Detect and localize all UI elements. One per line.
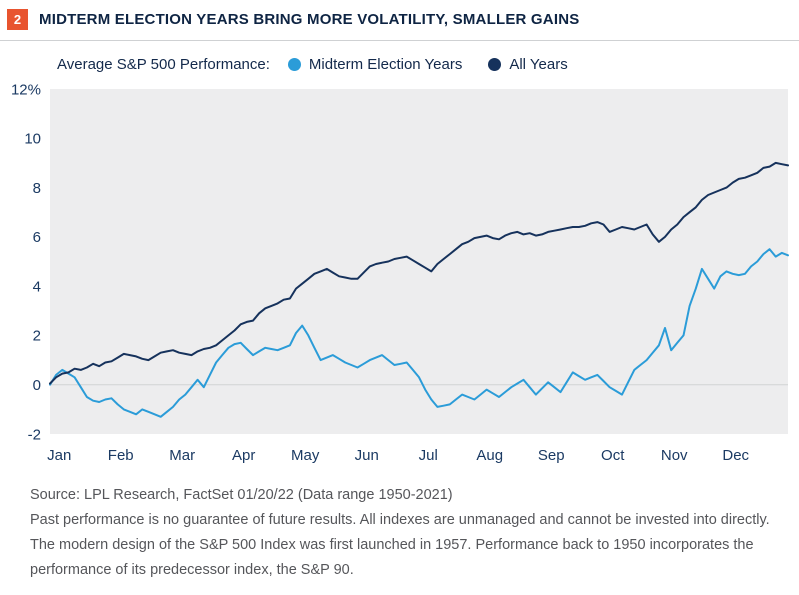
svg-text:10: 10 [24,131,41,148]
source-line: Source: LPL Research, FactSet 01/20/22 (… [30,487,453,503]
svg-text:0: 0 [33,377,41,394]
svg-text:Jun: Jun [355,447,379,464]
disclaimer-line-2: The modern design of the S&P 500 Index w… [30,537,754,553]
svg-text:6: 6 [33,229,41,246]
legend-item-label-midterm: Midterm Election Years [308,56,463,73]
midterm-series-dot-icon [287,58,301,71]
all-years-series-dot-icon [488,58,502,71]
legend-title: Average S&P 500 Performance: [57,56,270,73]
svg-text:8: 8 [33,180,41,197]
svg-text:Mar: Mar [169,447,195,464]
source-notes: Source: LPL Research, FactSet 01/20/22 (… [30,483,799,583]
header-divider [0,40,799,41]
svg-text:12%: 12% [11,81,41,98]
svg-text:Jan: Jan [47,447,71,464]
line-chart: 12% 10 8 6 4 2 0 -2 Jan Feb Mar Apr May Jun Jul Aug Sep O… [0,75,799,475]
svg-text:May: May [291,447,320,464]
svg-text:Feb: Feb [108,447,134,464]
figure-header: 2 MIDTERM ELECTION YEARS BRING MORE VOLA… [0,0,799,30]
svg-text:Sep: Sep [538,447,565,464]
chart-title: MIDTERM ELECTION YEARS BRING MORE VOLATI… [39,11,580,28]
legend-item-all-years: All Years [488,56,568,73]
disclaimer-line-3: performance of its predecessor index, th… [30,562,354,578]
chart-canvas: 12% 10 8 6 4 2 0 -2 Jan Feb Mar Apr May Jun Jul Aug Sep O… [11,81,789,464]
svg-text:Dec: Dec [722,447,749,464]
legend: Average S&P 500 Performance: Midterm Ele… [57,56,799,73]
legend-item-label-all-years: All Years [509,56,568,73]
disclaimer-line-1: Past performance is no guarantee of futu… [30,512,770,528]
legend-item-midterm: Midterm Election Years [287,56,463,73]
svg-text:Oct: Oct [601,447,625,464]
svg-text:Jul: Jul [419,447,438,464]
svg-text:2: 2 [33,328,41,345]
svg-text:Apr: Apr [232,447,255,464]
svg-text:Aug: Aug [476,447,503,464]
figure-number-badge: 2 [7,9,28,30]
svg-text:4: 4 [33,278,41,295]
svg-text:Nov: Nov [661,447,688,464]
svg-text:-2: -2 [28,426,41,443]
